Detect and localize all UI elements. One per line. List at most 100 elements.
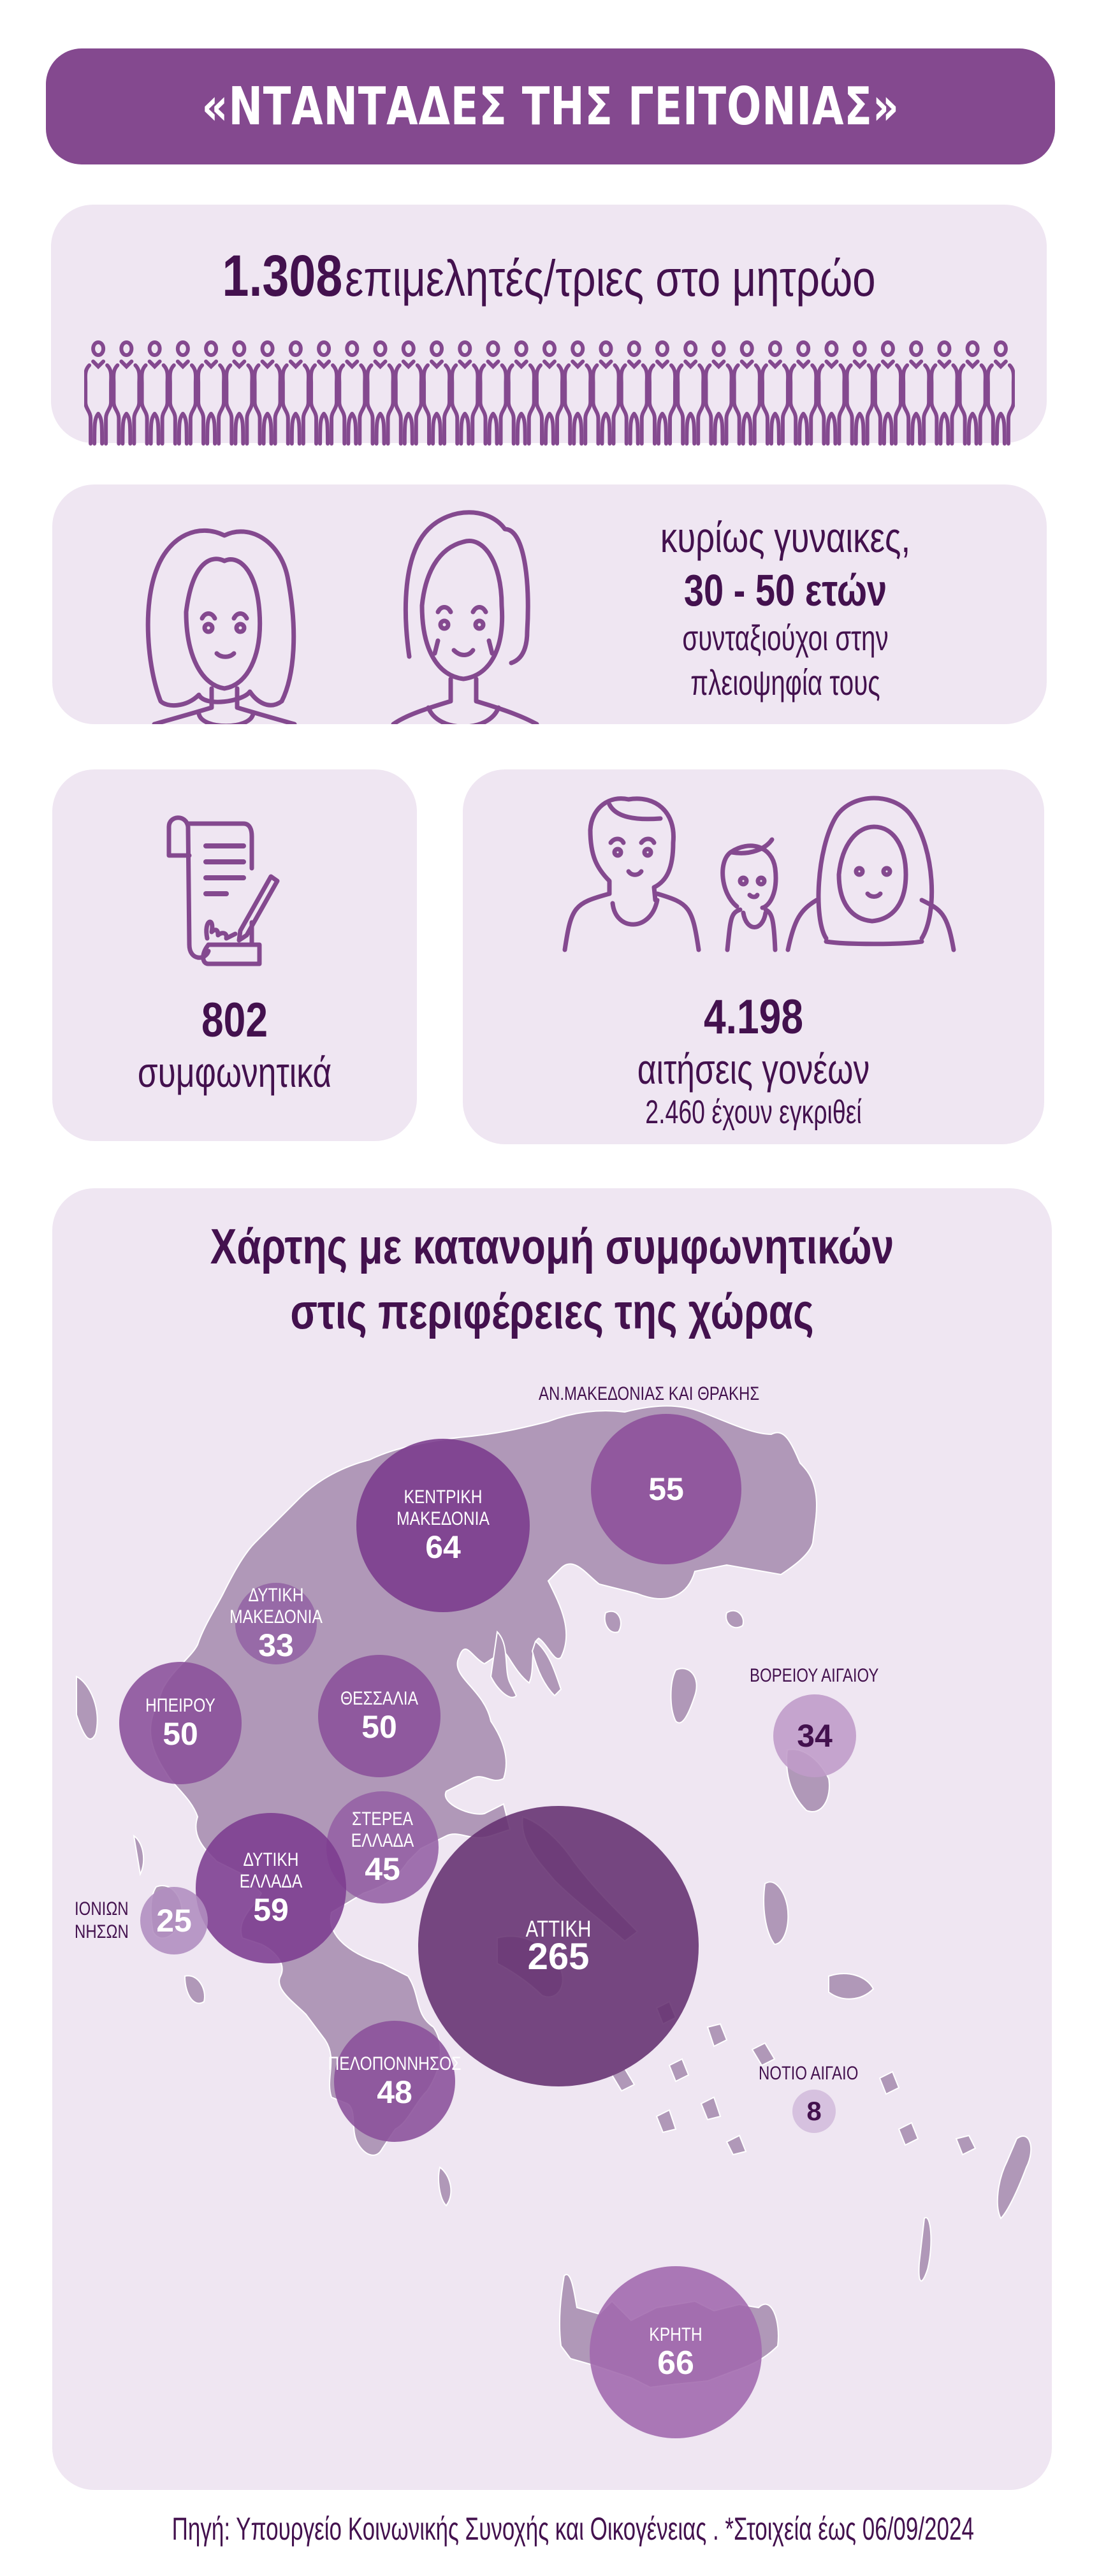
applications-count: 4.198 (704, 990, 803, 1044)
region-label: 25 (156, 1903, 192, 1938)
region-name: ΒΟΡΕΙΟΥ ΑΙΓΑΙΟΥ (750, 1665, 879, 1686)
contracts-count: 802 (201, 993, 268, 1047)
region-label: 34 (797, 1719, 833, 1753)
region-value: 59 (253, 1892, 289, 1928)
region-name: ΔΥΤΙΚΗ (243, 1849, 299, 1870)
region-bubble (119, 1662, 242, 1784)
person-icon (280, 340, 311, 446)
region-value: 64 (425, 1529, 461, 1565)
applications-label: αιτήσεις γονέων (637, 1045, 870, 1093)
person-icon (337, 340, 367, 446)
registry-label: επιμελητές/τριες στο μητρώο (344, 250, 876, 307)
person-icon (365, 340, 395, 446)
region-bubble (418, 1806, 699, 2086)
region-value: 50 (361, 1709, 397, 1745)
applications-card: 4.198 αιτήσεις γονέων 2.460 έχουν εγκριθ… (463, 769, 1044, 1144)
region-bubble (318, 1655, 440, 1777)
region-name: ΕΛΛΑΔΑ (351, 1830, 414, 1851)
region-bubble (356, 1439, 530, 1612)
person-icon (84, 340, 113, 446)
region-value: 8 (806, 2096, 822, 2126)
region-label: ΣΤΕΡΕΑ ΕΛΛΑΔΑ 45 (344, 1808, 421, 1886)
person-icon (563, 340, 593, 446)
demographics-gender: κυρίως γυναικες, (660, 514, 911, 561)
registry-card: 1.308 επιμελητές/τριες στο μητρώο (51, 205, 1047, 446)
region-bubble (773, 1694, 856, 1777)
region-name: ΑΝ.ΜΑΚΕΔΟΝΙΑΣ ΚΑΙ ΘΡΑΚΗΣ (539, 1383, 760, 1404)
person-icon (647, 340, 678, 446)
region-name: ΜΑΚΕΔΟΝΙΑ (229, 1606, 323, 1627)
person-icon (986, 340, 1015, 446)
person-icon (168, 340, 198, 446)
region-label: ΗΠΕΙΡΟΥ 50 (138, 1695, 223, 1751)
person-icon (873, 340, 903, 446)
person-icon (196, 340, 226, 446)
region-value: 48 (377, 2074, 412, 2110)
family-icon (562, 796, 956, 952)
registry-headline: 1.308 επιμελητές/τριες στο μητρώο (51, 243, 1047, 310)
person-icon (788, 340, 819, 446)
region-value: 50 (163, 1716, 198, 1752)
contract-scroll-icon (166, 815, 280, 966)
person-icon (704, 340, 734, 446)
region-bubble (334, 2021, 455, 2142)
region-label: ΠΕΛΟΠΟΝΝΗΣΟΣ 48 (314, 2053, 476, 2109)
region-label: 8 (806, 2094, 821, 2128)
source-text: Πηγή: Υπουργείο Κοινωνικής Συνοχής και Ο… (171, 2511, 974, 2547)
person-icon (591, 340, 621, 446)
region-bubble (140, 1887, 208, 1954)
person-icon (309, 340, 339, 446)
region-value: 25 (156, 1903, 192, 1939)
person-icon (957, 340, 987, 446)
region-name: ΣΤΕΡΕΑ (352, 1808, 413, 1830)
region-value: 33 (258, 1627, 294, 1663)
person-icon (619, 340, 649, 446)
person-icon (421, 340, 452, 446)
people-row-icons (84, 340, 1015, 446)
region-label: ΚΡΗΤΗ 66 (643, 2324, 708, 2380)
person-icon (112, 340, 142, 446)
woman-icon (145, 528, 297, 724)
person-icon (929, 340, 959, 446)
title-banner: «ΝΤΑΝΤΑΔΕΣ ΤΗΣ ΓΕΙΤΟΝΙΑΣ» (46, 48, 1055, 164)
region-name: ΚΡΗΤΗ (649, 2324, 702, 2345)
contracts-card: 802 συμφωνητικά (52, 769, 417, 1141)
person-icon (224, 340, 254, 446)
person-icon (534, 340, 565, 446)
demographics-card: κυρίως γυναικες, 30 - 50 ετών συνταξιούχ… (52, 484, 1047, 724)
region-bubble (235, 1583, 317, 1664)
region-value: 55 (648, 1471, 684, 1507)
demographics-status-1: συνταξιούχοι στην (682, 618, 889, 658)
older-woman-icon (391, 510, 539, 724)
source-footer: Πηγή: Υπουργείο Κοινωνικής Συνοχής και Ο… (0, 2510, 1099, 2547)
demographics-text: κυρίως γυναικες, 30 - 50 ετών συνταξιούχ… (613, 510, 957, 705)
region-value: 34 (797, 1718, 833, 1754)
person-icon (676, 340, 706, 446)
region-bubble (326, 1791, 439, 1903)
region-value: 265 (527, 1936, 590, 1977)
region-bubble (196, 1813, 346, 1963)
region-value: 66 (657, 2345, 694, 2382)
person-icon (140, 340, 170, 446)
map-title-line-1: Χάρτης με κατανομή συμφωνητικών (210, 1218, 894, 1274)
region-label: ΘΕΣΣΑΛΙΑ 50 (332, 1688, 427, 1744)
person-icon (817, 340, 847, 446)
region-name: ΔΥΤΙΚΗ (248, 1585, 304, 1606)
demographics-age: 30 - 50 ετών (683, 565, 887, 615)
person-icon (732, 340, 762, 446)
region-label: ΔΥΤΙΚΗ ΜΑΚΕΔΟΝΙΑ 33 (219, 1585, 333, 1663)
region-name: ΗΠΕΙΡΟΥ (145, 1695, 215, 1716)
person-icon (478, 340, 508, 446)
region-name: ΘΕΣΣΑΛΙΑ (340, 1688, 419, 1709)
demographics-status-2: πλειοψηφία τους (690, 662, 880, 702)
region-name: ΚΕΝΤΡΙΚΗ (404, 1487, 483, 1508)
region-name: ΠΕΛΟΠΟΝΝΗΣΟΣ (328, 2053, 462, 2074)
person-icon (845, 340, 875, 446)
map-title: Χάρτης με κατανομή συμφωνητικών στις περ… (52, 1214, 1052, 1344)
page-title: «ΝΤΑΝΤΑΔΕΣ ΤΗΣ ΓΕΙΤΟΝΙΑΣ» (201, 76, 899, 137)
region-name: ΜΑΚΕΔΟΝΙΑ (397, 1508, 490, 1529)
person-icon (506, 340, 536, 446)
region-bubbles (119, 1414, 856, 2438)
region-name: ΑΤΤΙΚΗ (525, 1916, 592, 1942)
region-label: 55 (648, 1472, 684, 1506)
